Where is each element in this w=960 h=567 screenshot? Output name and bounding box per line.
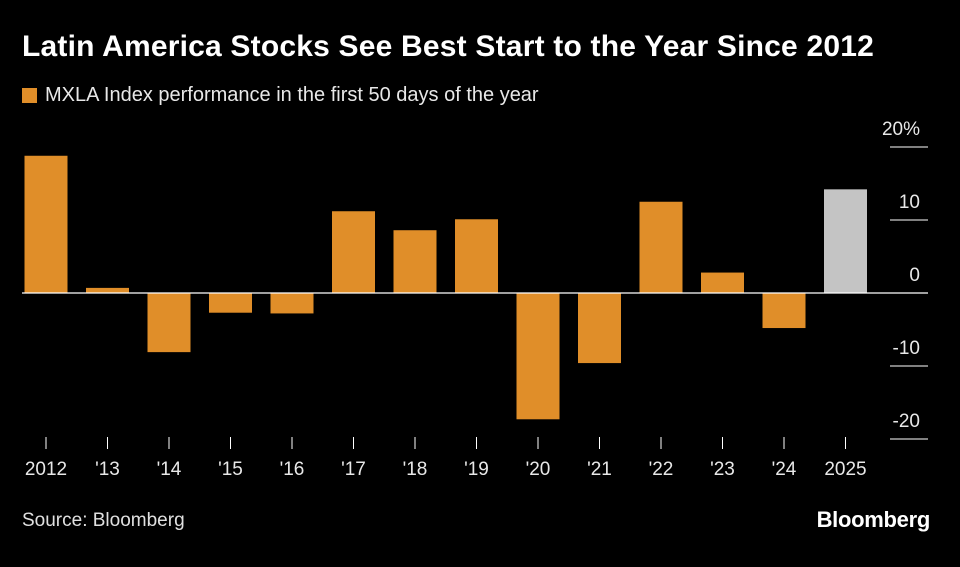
legend-swatch: [22, 88, 37, 103]
x-tick-label: '20: [526, 459, 551, 480]
x-tick-label: '22: [649, 459, 674, 480]
bar: [24, 155, 68, 293]
y-tick-label: -20: [893, 411, 920, 432]
bar: [393, 230, 437, 293]
x-tick-label: '18: [403, 459, 428, 480]
legend: MXLA Index performance in the first 50 d…: [22, 84, 539, 107]
x-tick-label: '13: [95, 459, 120, 480]
bar: [147, 293, 191, 353]
bar: [578, 293, 621, 364]
bar-chart: 20% 10 0 -10 -20 2012 '13 '14 '15 '16 '17 '18 '19 '20…: [22, 119, 928, 480]
x-tick-label: '14: [157, 459, 182, 480]
bar: [455, 219, 498, 293]
bar: [639, 201, 683, 293]
y-tick-label: 20%: [882, 119, 920, 140]
x-tick-label: '17: [341, 459, 366, 480]
bar: [824, 189, 867, 293]
bar: [332, 211, 375, 293]
bar: [701, 272, 744, 293]
y-tick-label: 0: [909, 265, 920, 286]
bar: [270, 293, 314, 314]
x-tick-label: '15: [218, 459, 243, 480]
bar: [516, 293, 560, 420]
x-tick-label: '21: [587, 459, 612, 480]
bloomberg-logo: Bloomberg: [816, 507, 931, 532]
x-tick-label: 2012: [25, 459, 67, 480]
x-tick-label: '23: [710, 459, 735, 480]
bar: [209, 293, 252, 313]
y-tick-label: 10: [899, 192, 920, 213]
source-note: Source: Bloomberg: [22, 510, 185, 531]
bar: [762, 293, 806, 329]
x-tick-label: '16: [280, 459, 305, 480]
chart-title: Latin America Stocks See Best Start to t…: [22, 30, 874, 63]
x-tick-label: '19: [464, 459, 489, 480]
bar: [86, 287, 129, 293]
legend-label: MXLA Index performance in the first 50 d…: [45, 84, 539, 106]
x-tick-label: '24: [772, 459, 797, 480]
y-tick-label: -10: [893, 338, 920, 359]
x-tick-label: 2025: [824, 459, 866, 480]
